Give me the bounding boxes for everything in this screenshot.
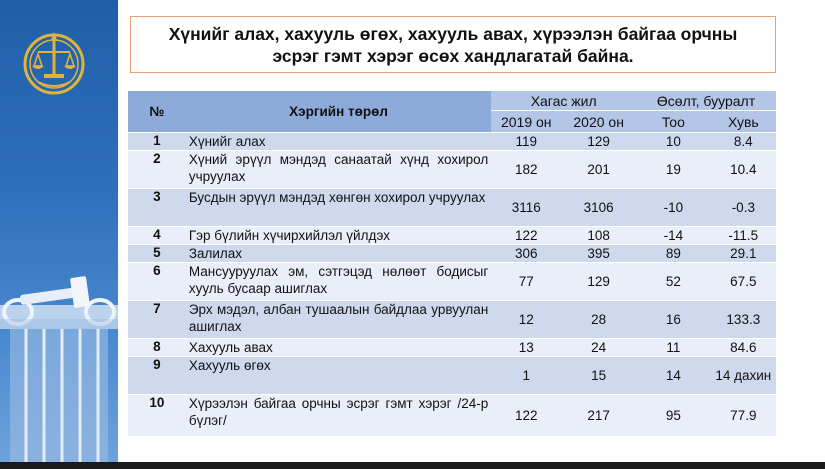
row-crime-type: Залилах (185, 244, 492, 263)
row-2019: 13 (491, 338, 562, 357)
row-2019: 12 (491, 300, 562, 339)
row-2019: 306 (491, 244, 562, 263)
row-2019: 182 (491, 150, 562, 189)
header-number: № (128, 91, 186, 133)
row-number: 4 (128, 226, 186, 245)
row-percent: 84.6 (710, 338, 776, 357)
row-number: 9 (128, 356, 186, 395)
row-number: 7 (128, 300, 186, 339)
row-count: -14 (636, 226, 711, 245)
row-crime-type: Хүний эрүүл мэндэд санаатай хүнд хохирол… (185, 150, 492, 189)
row-2020: 108 (561, 226, 637, 245)
pillar-gavel-decoration (0, 276, 118, 462)
row-2020: 201 (561, 150, 637, 189)
table-header-row-1: № Хэргийн төрөл Хагас жил Өсөлт, бууралт (128, 91, 776, 133)
row-number: 5 (128, 244, 186, 263)
row-number: 6 (128, 262, 186, 301)
row-2019: 119 (491, 132, 562, 151)
row-crime-type: Хахууль авах (185, 338, 492, 357)
row-percent: 29.1 (710, 244, 776, 263)
row-crime-type: Хүрээлэн байгаа орчны эсрэг гэмт хэрэг /… (185, 394, 492, 437)
header-count: Тоо (636, 110, 711, 133)
row-count: 11 (636, 338, 711, 357)
row-number: 10 (128, 394, 186, 437)
row-percent: 67.5 (710, 262, 776, 301)
row-count: 14 (636, 356, 711, 395)
table-row: 6 Мансууруулах эм, сэтгэцэд нөлөөт бодис… (128, 262, 776, 301)
table-row: 4 Гэр бүлийн хүчирхийлэл үйлдэх 122 108 … (128, 226, 776, 245)
bottom-bar (0, 462, 825, 469)
row-number: 3 (128, 188, 186, 227)
row-count: 10 (636, 132, 711, 151)
row-crime-type: Хахууль өгөх (185, 356, 492, 395)
row-2019: 77 (491, 262, 562, 301)
row-2020: 3106 (561, 188, 637, 227)
header-year-2020: 2020 он (561, 110, 637, 133)
row-count: 16 (636, 300, 711, 339)
row-2019: 122 (491, 394, 562, 437)
title-line-1: Хүнийг алах, хахууль өгөх, хахууль авах,… (168, 23, 738, 44)
row-count: 89 (636, 244, 711, 263)
slide-title: Хүнийг алах, хахууль өгөх, хахууль авах,… (130, 16, 776, 73)
table-header-row-2: 2019 он 2020 он Тоо Хувь (128, 110, 776, 133)
row-2020: 129 (561, 132, 637, 151)
header-year-2019: 2019 он (491, 110, 562, 133)
row-percent: -0.3 (710, 188, 776, 227)
row-count: 52 (636, 262, 711, 301)
title-line-2: эсрэг гэмт хэрэг өсөх хандлагатай байна. (272, 45, 634, 66)
header-percent: Хувь (710, 110, 776, 133)
row-percent: 14 дахин (710, 356, 776, 395)
row-number: 2 (128, 150, 186, 189)
sidebar-panel (0, 0, 118, 462)
row-percent: 8.4 (710, 132, 776, 151)
table-row: 5 Залилах 306 395 89 29.1 (128, 244, 776, 263)
row-2020: 395 (561, 244, 637, 263)
row-percent: 77.9 (710, 394, 776, 437)
row-2020: 24 (561, 338, 637, 357)
row-crime-type: Бусдын эрүүл мэндэд хөнгөн хохирол учруу… (185, 188, 492, 227)
table-row: 1 Хүнийг алах 119 129 10 8.4 (128, 132, 776, 151)
table-row: 2 Хүний эрүүл мэндэд санаатай хүнд хохир… (128, 150, 776, 189)
row-crime-type: Хүнийг алах (185, 132, 492, 151)
table-row: 9 Хахууль өгөх 1 15 14 14 дахин (128, 356, 776, 395)
row-count: -10 (636, 188, 711, 227)
row-2020: 28 (561, 300, 637, 339)
row-number: 8 (128, 338, 186, 357)
table-row: 8 Хахууль авах 13 24 11 84.6 (128, 338, 776, 357)
row-percent: -11.5 (710, 226, 776, 245)
row-number: 1 (128, 132, 186, 151)
row-2019: 122 (491, 226, 562, 245)
row-crime-type: Мансууруулах эм, сэтгэцэд нөлөөт бодисыг… (185, 262, 492, 301)
row-count: 19 (636, 150, 711, 189)
row-2019: 3116 (491, 188, 562, 227)
row-2019: 1 (491, 356, 562, 395)
table-row: 7 Эрх мэдэл, албан тушаалын байдлаа урву… (128, 300, 776, 339)
row-count: 95 (636, 394, 711, 437)
table-row: 10 Хүрээлэн байгаа орчны эсрэг гэмт хэрэ… (128, 394, 776, 437)
emblem-logo-icon (23, 32, 85, 95)
row-2020: 217 (561, 394, 637, 437)
row-crime-type: Эрх мэдэл, албан тушаалын байдлаа урвуул… (185, 300, 492, 339)
header-half-year: Хагас жил (491, 91, 637, 111)
row-percent: 133.3 (710, 300, 776, 339)
row-2020: 15 (561, 356, 637, 395)
row-percent: 10.4 (710, 150, 776, 189)
header-change: Өсөлт, бууралт (636, 91, 776, 111)
row-2020: 129 (561, 262, 637, 301)
header-crime-type: Хэргийн төрөл (185, 91, 492, 133)
row-crime-type: Гэр бүлийн хүчирхийлэл үйлдэх (185, 226, 492, 245)
table-row: 3 Бусдын эрүүл мэндэд хөнгөн хохирол учр… (128, 188, 776, 227)
crime-statistics-table: № Хэргийн төрөл Хагас жил Өсөлт, бууралт… (128, 91, 776, 437)
